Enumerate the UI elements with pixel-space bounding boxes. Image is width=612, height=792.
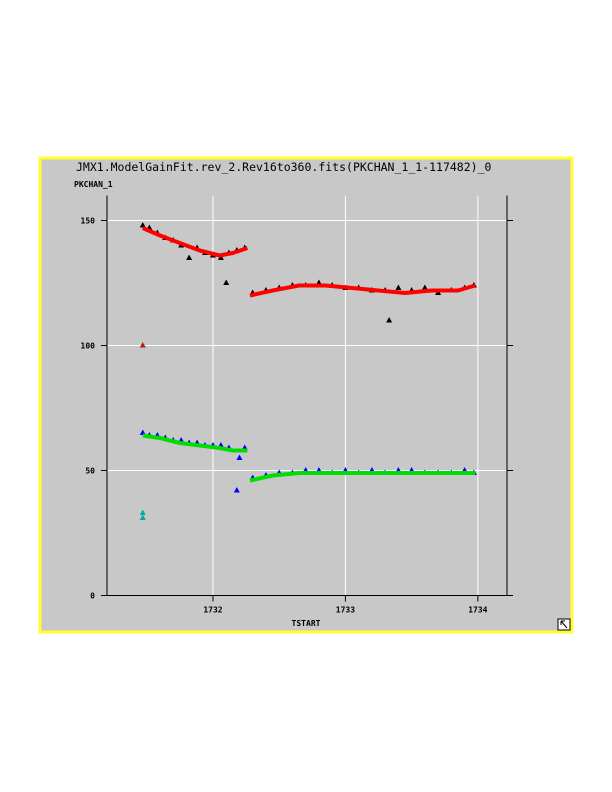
x-tick-label: 1732 [203, 606, 222, 615]
x-tick-label: 1733 [336, 606, 355, 615]
fit-line [142, 226, 476, 298]
axis-frame [106, 195, 508, 596]
plot: 0 50 100 150 1732 1733 1734 [81, 195, 513, 615]
data-point [139, 429, 146, 435]
data-point [395, 284, 402, 290]
resize-arrow[interactable] [560, 620, 568, 629]
chart-title: JMX1.ModelGainFit.rev_2.Rev16to360.fits(… [76, 160, 491, 174]
data-point [139, 509, 146, 515]
data-point [139, 342, 146, 348]
y-tick-label: 0 [90, 592, 95, 601]
data-point [186, 254, 193, 260]
fit-line [142, 433, 476, 483]
data-point [139, 514, 146, 520]
x-tick-label: 1734 [468, 606, 487, 615]
panel [38, 156, 574, 634]
data-point [223, 279, 230, 285]
data-point [421, 284, 428, 290]
data-point [233, 487, 240, 493]
data-point [386, 317, 393, 323]
y-axis-label: PKCHAN_1 [74, 180, 113, 189]
resize-icon[interactable] [557, 618, 571, 631]
y-tick-label: 150 [81, 217, 96, 226]
y-tick-label: 100 [81, 342, 96, 351]
x-axis-label: TSTART [292, 619, 321, 628]
data-point [236, 454, 243, 460]
data-point [139, 222, 146, 228]
y-tick-label: 50 [85, 467, 95, 476]
